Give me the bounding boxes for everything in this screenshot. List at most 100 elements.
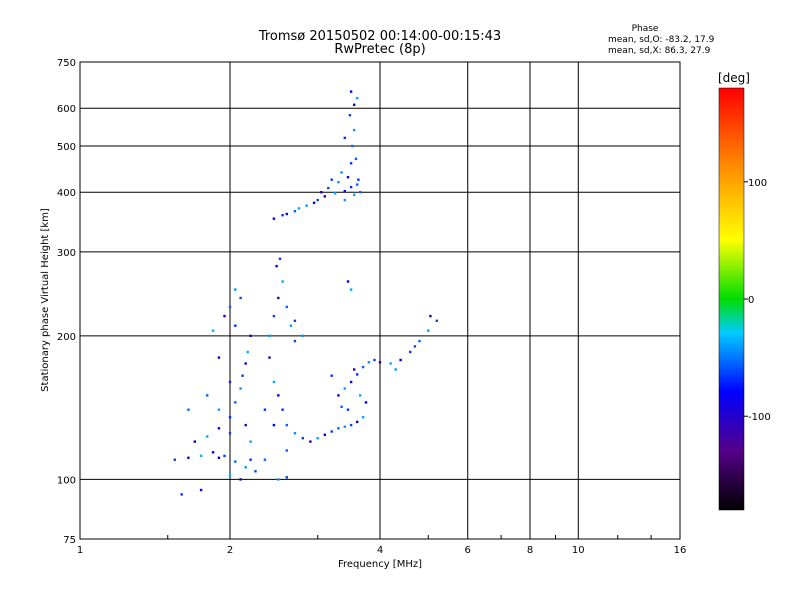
colorbar-label: [deg] <box>718 71 750 85</box>
data-point <box>263 408 267 411</box>
y-tick-label: 600 <box>57 104 76 115</box>
data-point <box>241 374 244 377</box>
phase-stats-title: Phase <box>632 24 659 34</box>
data-point <box>312 201 316 204</box>
data-point <box>281 408 284 411</box>
data-point <box>301 437 304 440</box>
data-point <box>285 423 288 427</box>
data-point <box>429 314 432 318</box>
chart-subtitle: RwPretec (8p) <box>334 42 425 57</box>
data-point <box>244 466 247 469</box>
data-point <box>343 136 346 140</box>
data-point <box>348 114 352 117</box>
y-axis-ticks: 75 100 200 300 400 500 600 750 <box>57 58 76 546</box>
data-point <box>364 401 368 404</box>
data-point <box>173 458 176 461</box>
y-tick-label: 400 <box>57 188 76 199</box>
data-point <box>343 198 346 202</box>
data-point <box>211 451 215 454</box>
x-tick-label: 1 <box>77 545 83 556</box>
data-point <box>320 191 323 194</box>
plot-grid <box>80 62 680 539</box>
x-tick-label: 8 <box>527 545 533 556</box>
x-tick-label: 4 <box>377 545 383 556</box>
data-point <box>223 454 226 458</box>
data-point <box>337 180 340 184</box>
data-point <box>373 358 376 362</box>
data-point <box>354 157 358 160</box>
data-point <box>217 456 221 459</box>
data-point <box>239 478 242 481</box>
data-point <box>244 423 247 427</box>
data-point <box>246 350 249 354</box>
data-point <box>349 423 353 427</box>
colorbar-ticks: 100 0 -100 <box>744 178 771 423</box>
data-point <box>272 314 276 318</box>
data-point <box>249 334 252 337</box>
data-point <box>285 449 288 452</box>
data-point <box>353 103 356 106</box>
data-points <box>173 90 438 496</box>
data-point <box>206 394 209 397</box>
data-point <box>359 191 362 194</box>
phase-stats-x: mean, sd,X: 86.3, 27.9 <box>608 46 711 56</box>
data-point <box>346 408 350 411</box>
data-point <box>275 264 278 268</box>
x-tick-label: 6 <box>465 545 471 556</box>
data-point <box>378 361 382 364</box>
x-tick-label: 10 <box>572 545 585 556</box>
data-point <box>359 394 362 397</box>
colorbar-tick-label: 0 <box>748 295 754 306</box>
data-point <box>293 319 297 322</box>
data-point <box>323 195 326 198</box>
data-point <box>361 365 365 369</box>
data-point <box>206 435 209 438</box>
data-point <box>199 454 203 458</box>
data-point <box>223 314 226 318</box>
y-tick-label: 75 <box>63 535 76 546</box>
plot-frame <box>79 61 681 540</box>
data-point <box>305 204 308 207</box>
data-point <box>346 280 350 283</box>
data-point <box>343 190 346 193</box>
data-point <box>346 176 350 179</box>
data-point <box>356 373 359 376</box>
data-point <box>281 214 284 217</box>
data-point <box>272 380 276 384</box>
data-point <box>211 329 215 332</box>
data-point <box>353 193 356 196</box>
data-point <box>301 334 304 337</box>
y-axis-label: Stationary phase Virtual Height [km] <box>40 208 51 392</box>
y-tick-label: 200 <box>57 332 76 343</box>
data-point <box>409 350 412 354</box>
y-tick-label: 100 <box>57 475 76 486</box>
data-point <box>228 380 232 384</box>
data-point <box>234 288 237 291</box>
data-point <box>353 368 356 371</box>
data-point <box>228 474 232 477</box>
data-point <box>268 356 271 359</box>
data-point <box>418 339 421 343</box>
data-point <box>293 339 297 343</box>
colorbar-tick-label: 100 <box>748 178 767 189</box>
data-point <box>217 356 221 359</box>
data-point <box>367 361 371 364</box>
x-tick-label: 16 <box>674 545 687 556</box>
data-point <box>316 437 319 440</box>
data-point <box>272 217 276 220</box>
data-point <box>337 394 340 397</box>
data-point <box>228 432 232 435</box>
data-point <box>277 296 280 300</box>
data-point <box>297 207 301 210</box>
data-point <box>353 128 356 132</box>
data-point <box>330 178 333 181</box>
data-point <box>285 476 288 479</box>
data-point <box>277 394 280 397</box>
data-point <box>281 280 284 283</box>
chart-title: Tromsø 20150502 00:14:00-00:15:43 <box>258 29 501 44</box>
data-point <box>356 420 359 424</box>
data-point <box>337 427 340 430</box>
data-point <box>357 178 360 181</box>
data-point <box>389 362 392 365</box>
